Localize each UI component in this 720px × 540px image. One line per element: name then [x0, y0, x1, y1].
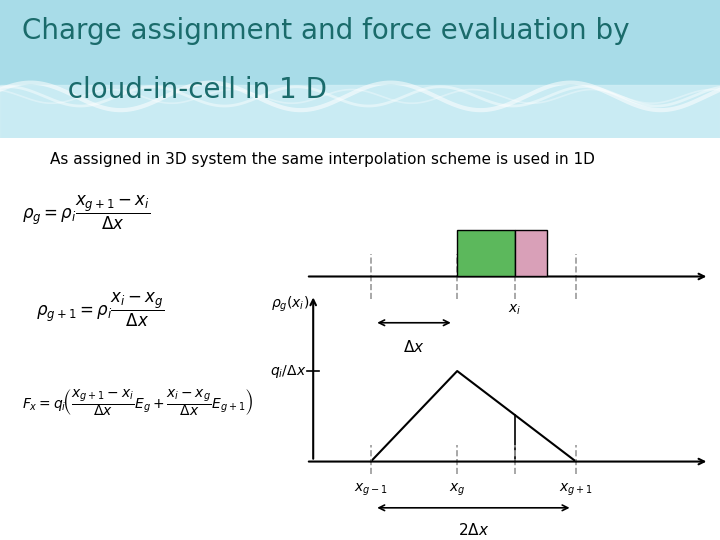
Text: $x_i$: $x_i$ — [508, 302, 521, 317]
Text: Charge assignment and force evaluation by: Charge assignment and force evaluation b… — [22, 17, 629, 44]
Text: $x_{g+1}$: $x_{g+1}$ — [559, 482, 593, 498]
Bar — [457, 230, 515, 276]
Text: As assigned in 3D system the same interpolation scheme is used in 1D: As assigned in 3D system the same interp… — [50, 152, 595, 167]
Text: $\Delta x$: $\Delta x$ — [403, 339, 425, 355]
Text: $x_{g-1}$: $x_{g-1}$ — [354, 482, 388, 498]
Bar — [515, 230, 546, 276]
Text: $\rho_{g+1} = \rho_i \dfrac{x_i - x_g}{\Delta x}$: $\rho_{g+1} = \rho_i \dfrac{x_i - x_g}{\… — [36, 291, 165, 328]
Text: $2\Delta x$: $2\Delta x$ — [458, 522, 489, 538]
Text: cloud-in-cell in 1 D: cloud-in-cell in 1 D — [50, 76, 328, 104]
Text: $\rho_g = \rho_i \dfrac{x_{g+1} - x_i}{\Delta x}$: $\rho_g = \rho_i \dfrac{x_{g+1} - x_i}{\… — [22, 194, 150, 232]
Text: $F_x = q_i \!\left(\dfrac{x_{g+1} - x_i}{\Delta x} E_g + \dfrac{x_i - x_g}{\Delt: $F_x = q_i \!\left(\dfrac{x_{g+1} - x_i}… — [22, 387, 253, 418]
Text: $\rho_g(x_i)$: $\rho_g(x_i)$ — [271, 295, 310, 314]
Text: $q_i/\Delta x$: $q_i/\Delta x$ — [269, 362, 306, 380]
Text: $x_g$: $x_g$ — [449, 482, 465, 498]
